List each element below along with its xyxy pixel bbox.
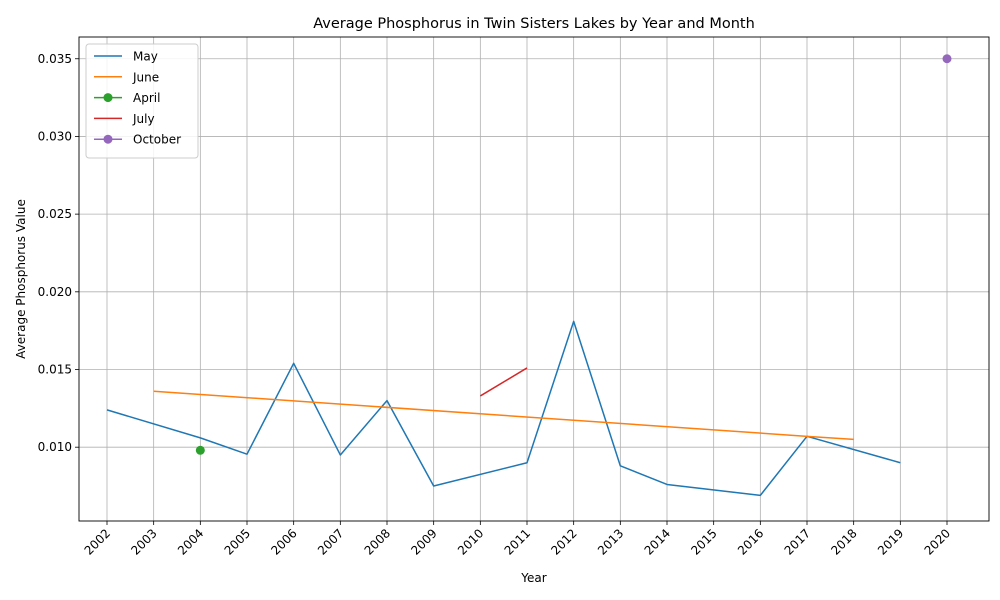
legend: May June April July October bbox=[85, 43, 199, 159]
series-line-july bbox=[479, 367, 528, 397]
legend-marker-april bbox=[103, 93, 113, 103]
y-tick-label: 0.010 bbox=[38, 440, 72, 454]
data-point-april bbox=[195, 445, 205, 455]
series-line-june bbox=[153, 390, 854, 441]
data-point-october bbox=[942, 54, 952, 64]
legend-label-may: May bbox=[133, 50, 158, 64]
x-axis-label: Year bbox=[520, 571, 546, 585]
legend-label-april: April bbox=[133, 91, 160, 105]
plot-frame bbox=[78, 36, 990, 522]
y-axis-label: Average Phosphorus Value bbox=[14, 199, 28, 359]
legend-label-october: October bbox=[133, 133, 181, 147]
legend-label-july: July bbox=[132, 112, 155, 126]
legend-marker-october bbox=[103, 134, 113, 144]
chart-title: Average Phosphorus in Twin Sisters Lakes… bbox=[313, 16, 755, 32]
series-lines bbox=[106, 54, 952, 497]
legend-label-june: June bbox=[132, 70, 159, 84]
y-tick-label: 0.030 bbox=[38, 129, 72, 143]
grid-lines bbox=[79, 37, 989, 521]
legend-box bbox=[85, 43, 199, 159]
y-tick-label: 0.035 bbox=[38, 52, 72, 66]
series-line-may bbox=[106, 320, 901, 497]
y-tick-label: 0.020 bbox=[38, 285, 72, 299]
y-tick-label: 0.015 bbox=[38, 363, 72, 377]
y-tick-label: 0.025 bbox=[38, 207, 72, 221]
y-axis-ticks: 0.010 0.015 0.020 0.025 0.030 0.035 bbox=[38, 52, 79, 454]
